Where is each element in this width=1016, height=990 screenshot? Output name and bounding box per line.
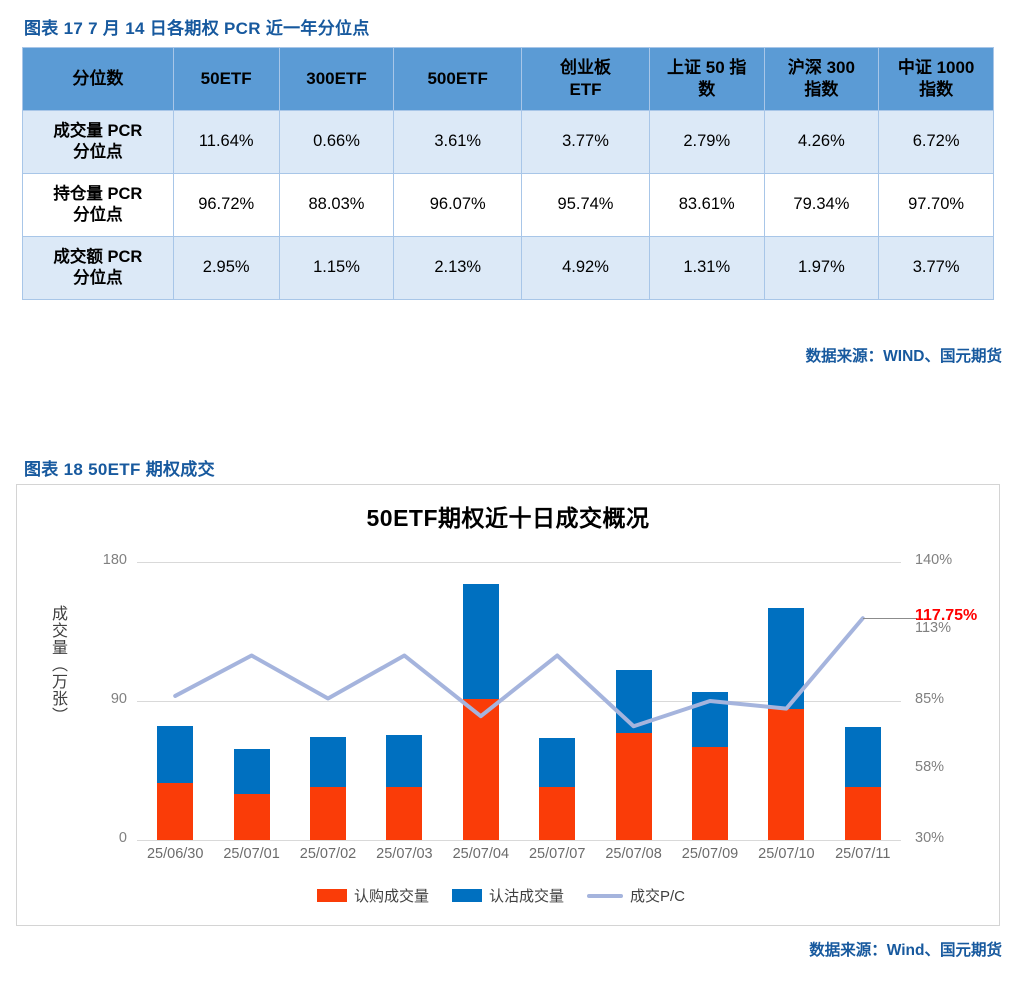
- chart-bar-call: [386, 787, 423, 840]
- table-cell: 4.26%: [763, 110, 880, 174]
- chart-pc-line: [173, 616, 865, 729]
- table-cell: 96.07%: [393, 173, 523, 237]
- table-cell: 88.03%: [278, 173, 395, 237]
- table-cell: 3.77%: [878, 236, 994, 300]
- chart-x-tick-label: 25/07/01: [223, 846, 280, 862]
- chart-y-axis-label: 成交量（万张）: [49, 605, 66, 724]
- pcr-percentile-table: 分位数 50ETF 300ETF 500ETF 创业板 ETF 上证 50 指数 …: [22, 47, 994, 300]
- chart-y2-tick-label: 30%: [915, 830, 945, 846]
- table-row-header: 成交额 PCR 分位点: [22, 236, 174, 300]
- figure17-caption: 图表 17 7 月 14 日各期权 PCR 近一年分位点: [24, 19, 370, 38]
- table-cell: 2.79%: [648, 110, 765, 174]
- chart-y2-tick-label: 58%: [915, 759, 945, 776]
- chart-x-tick-label: 25/06/30: [146, 846, 204, 862]
- chart-bar-call: [615, 733, 652, 840]
- chart-bar-put: [233, 748, 270, 794]
- chart-gridline: [137, 840, 901, 841]
- table-cell: 1.97%: [763, 236, 880, 300]
- chart-bar-put: [386, 734, 423, 788]
- table-cell: 97.70%: [878, 173, 994, 237]
- table-col-header: 50ETF: [172, 47, 280, 111]
- chart-x-tick-label: 25/07/08: [605, 846, 662, 862]
- table-cell: 2.95%: [172, 236, 280, 300]
- table-cell: 11.64%: [172, 110, 280, 174]
- table-header-row: 分位数 50ETF 300ETF 500ETF 创业板 ETF 上证 50 指数 …: [22, 47, 994, 111]
- table-col-header: 中证 1000 指数: [878, 47, 994, 111]
- table-cell: 1.15%: [278, 236, 395, 300]
- legend-line-swatch: [587, 893, 623, 898]
- table-row-header: 成交量 PCR 分位点: [22, 110, 174, 174]
- legend-label: 认沽成交量: [488, 888, 564, 905]
- chart-bar-call: [462, 699, 499, 840]
- table-cell: 6.72%: [878, 110, 994, 174]
- table-cell: 1.31%: [648, 236, 765, 300]
- table-cell: 3.77%: [521, 110, 650, 174]
- figure18-caption: 图表 18 50ETF 期权成交: [24, 460, 215, 479]
- table-col-header: 300ETF: [278, 47, 395, 111]
- table-cell: 96.72%: [172, 173, 280, 237]
- chart-bar-put: [539, 738, 576, 788]
- chart-title: 50ETF期权近十日成交概况: [366, 505, 650, 531]
- chart-x-tick-label: 25/07/09: [681, 846, 739, 862]
- table-cell: 3.61%: [393, 110, 523, 174]
- figure17-source: 数据来源：WIND、国元期货: [805, 348, 1002, 365]
- legend-color-swatch: [316, 889, 347, 902]
- chart-bar-call: [539, 787, 576, 840]
- table-row: 成交额 PCR 分位点 2.95% 1.15% 2.13% 4.92% 1.31% 1.97%…: [22, 236, 994, 300]
- table-cell: 2.13%: [393, 236, 523, 300]
- chart-bar-call: [233, 793, 270, 840]
- chart-bar-call: [310, 787, 346, 840]
- chart-y2-tick-label: 113%: [915, 620, 952, 637]
- table-cell: 0.66%: [278, 110, 395, 174]
- chart-bar-call: [692, 747, 728, 840]
- annotation-leader-line: [862, 618, 917, 620]
- chart-plot-area: [137, 562, 901, 841]
- table-row-header: 持仓量 PCR 分位点: [22, 173, 174, 237]
- table-col-header: 500ETF: [393, 47, 523, 111]
- chart-bar-put: [462, 583, 499, 700]
- table-row: 持仓量 PCR 分位点 96.72% 88.03% 96.07% 95.74% 83.61%…: [22, 173, 994, 237]
- chart-x-tick-label: 25/07/03: [376, 846, 433, 862]
- chart-bar-call: [844, 787, 881, 840]
- chart-x-tick-label: 25/07/11: [835, 846, 891, 862]
- table-cell: 95.74%: [521, 173, 650, 237]
- chart-legend: 认购成交量 认沽成交量 成交P/C: [17, 885, 999, 906]
- chart-y-tick-label: 0: [118, 830, 127, 846]
- figure18-source: 数据来源：Wind、国元期货: [809, 942, 1002, 959]
- table-body: 成交量 PCR 分位点 11.64% 0.66% 3.61% 3.77% 2.79% 4.26…: [22, 110, 994, 300]
- chart-bar-put: [844, 727, 881, 788]
- table-cell: 79.34%: [763, 173, 880, 237]
- table-col-header: 分位数: [22, 47, 174, 111]
- table-cell: 4.92%: [521, 236, 650, 300]
- chart-x-tick-label: 25/07/07: [528, 846, 586, 862]
- table-cell: 83.61%: [648, 173, 765, 237]
- chart-bar-call: [157, 782, 194, 840]
- legend-label: 认购成交量: [353, 888, 429, 905]
- chart-y2-tick-label: 85%: [915, 691, 945, 707]
- chart-x-tick-label: 25/07/02: [299, 846, 357, 862]
- legend-item[interactable]: 认沽成交量: [451, 885, 564, 906]
- chart-bar-call: [768, 708, 805, 840]
- chart-bar-put: [310, 736, 346, 788]
- chart-x-tick-label: 25/07/04: [452, 846, 510, 862]
- legend-item[interactable]: 成交P/C: [587, 885, 685, 906]
- chart-gridline: [137, 562, 901, 563]
- table-col-header: 上证 50 指数: [648, 47, 765, 111]
- legend-label: 成交P/C: [630, 888, 686, 905]
- legend-item[interactable]: 认购成交量: [316, 885, 429, 906]
- legend-color-swatch: [451, 889, 482, 902]
- chart-y-tick-label: 180: [102, 552, 127, 568]
- chart-y-tick-label: 90: [110, 691, 127, 707]
- chart-y2-tick-label: 140%: [915, 552, 953, 568]
- chart-container: 50ETF期权近十日成交概况 成交量（万张） 0 90 180 30% 58% 85% 1…: [16, 484, 1000, 926]
- table-row: 成交量 PCR 分位点 11.64% 0.66% 3.61% 3.77% 2.79% 4.26…: [22, 110, 994, 174]
- chart-bar-put: [157, 725, 194, 783]
- table-col-header: 沪深 300 指数: [763, 47, 880, 111]
- chart-x-tick-label: 25/07/10: [758, 846, 815, 862]
- chart-annotation-pc-latest: 117.75%: [915, 607, 978, 625]
- chart-gridline: [137, 701, 901, 702]
- table-col-header: 创业板 ETF: [521, 47, 650, 111]
